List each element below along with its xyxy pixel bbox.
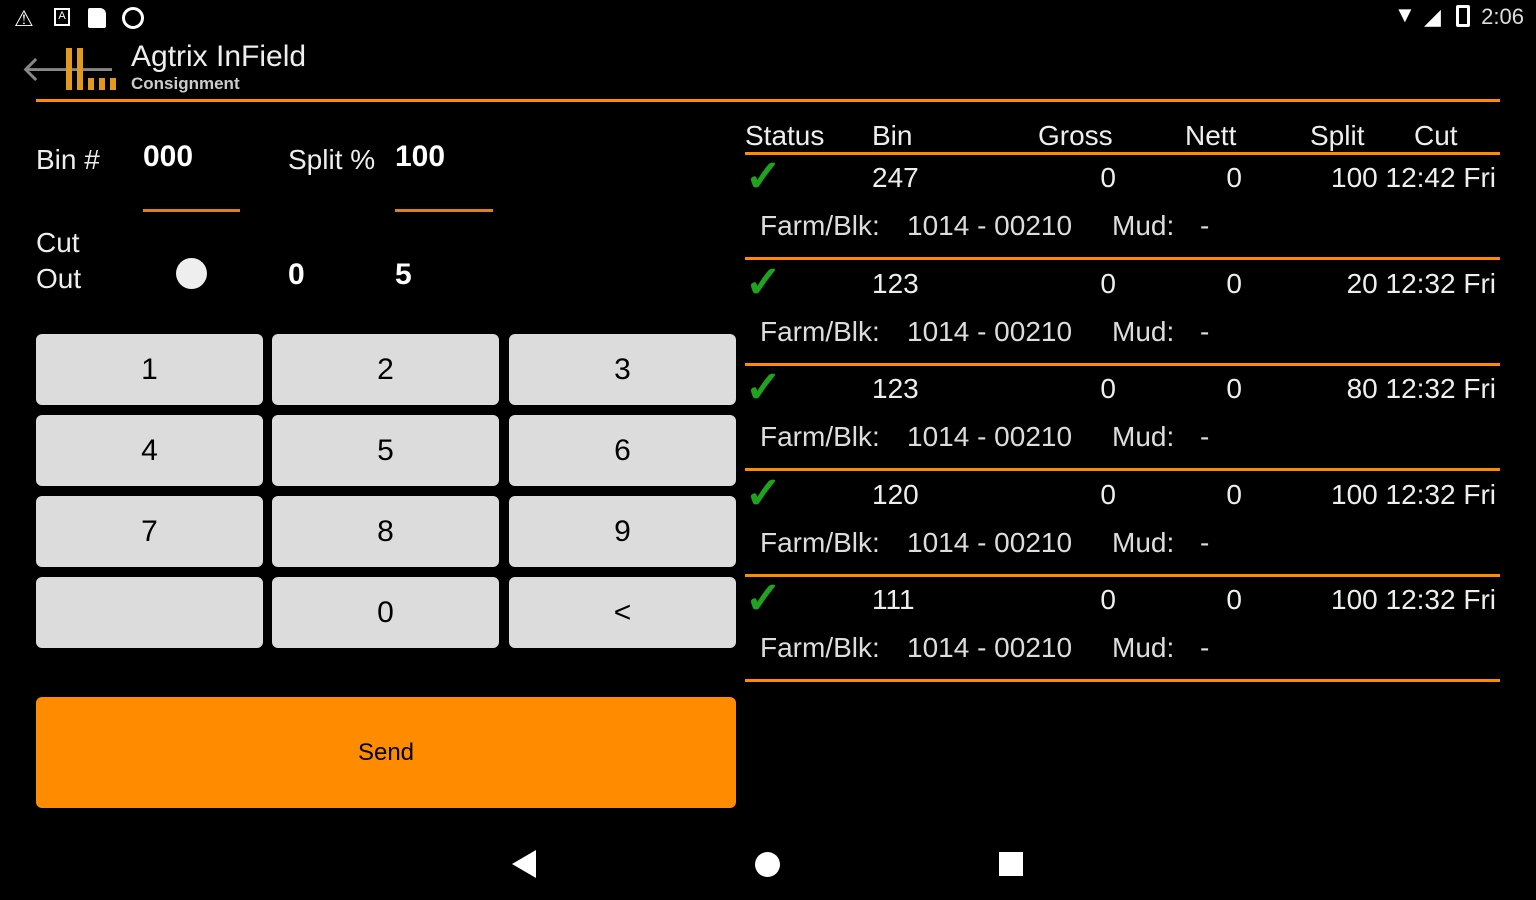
row-bin: 111: [872, 584, 915, 615]
row-bin: 247: [872, 162, 919, 193]
header-gross: Gross: [1038, 120, 1113, 151]
split-input[interactable]: 100: [395, 140, 493, 212]
row-gross: 0: [1100, 267, 1116, 299]
clock: 2:06: [1481, 4, 1524, 29]
mud-label: Mud:: [1112, 315, 1175, 347]
header-bin: Bin: [872, 120, 913, 151]
mud-label: Mud:: [1112, 526, 1175, 558]
header-status: Status: [745, 120, 825, 151]
row-bin: 120: [872, 478, 919, 510]
split-label: Split %: [288, 144, 376, 175]
key-8[interactable]: 8: [272, 496, 499, 567]
out-value: 5: [395, 258, 412, 291]
cut-label: Cut: [36, 227, 80, 258]
row-divider: [745, 679, 1500, 682]
row-split-cut: 100 12:32 Fri: [1331, 584, 1496, 615]
key-6[interactable]: 6: [509, 415, 736, 486]
row-divider: [745, 362, 1500, 366]
row-bin: 123: [872, 267, 919, 299]
battery-icon: [1456, 5, 1470, 27]
bin-value: 000: [143, 140, 194, 173]
row-farm-block: 1014 - 00210: [907, 526, 1073, 558]
nav-home-icon[interactable]: [755, 852, 780, 877]
checkmark-icon: ✓: [745, 574, 782, 623]
checkmark-icon: ✓: [745, 363, 782, 412]
row-split-cut: 80 12:32 Fri: [1346, 373, 1496, 404]
row-nett: 0: [1226, 162, 1242, 193]
key-4[interactable]: 4: [36, 415, 263, 486]
warning-icon: ⚠: [14, 6, 34, 31]
row-gross: 0: [1100, 584, 1116, 615]
farm-label: Farm/Blk:: [760, 526, 880, 558]
split-value: 100: [395, 140, 446, 173]
blank-key[interactable]: [36, 577, 263, 648]
farm-label: Farm/Blk:: [760, 315, 880, 347]
header-cut: Cut: [1414, 120, 1458, 151]
key-1[interactable]: 1: [36, 334, 263, 405]
row-gross: 0: [1100, 373, 1116, 404]
mud-label: Mud:: [1112, 421, 1175, 452]
key-9[interactable]: 9: [509, 496, 736, 567]
a-icon: A: [54, 8, 70, 26]
row-nett: 0: [1226, 584, 1242, 615]
bin-label: Bin #: [36, 144, 100, 175]
row-gross: 0: [1100, 162, 1116, 193]
row-farm-block: 1014 - 00210: [907, 210, 1073, 241]
screen-subtitle: Consignment: [131, 74, 240, 93]
app-title: Agtrix InField: [131, 40, 307, 73]
row-mud: -: [1200, 315, 1210, 347]
key-2[interactable]: 2: [272, 334, 499, 405]
row-mud: -: [1200, 632, 1210, 663]
row-farm-block: 1014 - 00210: [907, 315, 1073, 347]
checkmark-icon: ✓: [745, 468, 782, 518]
cut-out-toggle[interactable]: [176, 258, 207, 289]
send-button[interactable]: Send: [36, 697, 736, 808]
nav-back-icon[interactable]: [512, 850, 536, 878]
row-split-cut: 100 12:42 Fri: [1331, 162, 1496, 193]
row-divider: [745, 257, 1500, 260]
row-mud: -: [1200, 421, 1210, 452]
table-header-divider: [745, 152, 1500, 155]
farm-label: Farm/Blk:: [760, 632, 880, 663]
row-bin: 123: [872, 373, 919, 404]
key-3[interactable]: 3: [509, 334, 736, 405]
record-icon: [122, 7, 144, 29]
mud-label: Mud:: [1112, 210, 1175, 241]
row-split-cut: 100 12:32 Fri: [1331, 478, 1496, 510]
checkmark-icon: ✓: [745, 257, 782, 307]
row-mud: -: [1200, 210, 1210, 241]
row-divider: [745, 573, 1500, 577]
out-label: Out: [36, 263, 82, 294]
farm-label: Farm/Blk:: [760, 210, 880, 241]
bin-input[interactable]: 000: [143, 140, 240, 212]
row-farm-block: 1014 - 00210: [907, 421, 1073, 452]
cut-value: 0: [288, 258, 305, 291]
header-nett: Nett: [1185, 120, 1237, 151]
nav-recents-icon[interactable]: [999, 852, 1023, 876]
row-gross: 0: [1100, 478, 1116, 510]
key-5[interactable]: 5: [272, 415, 499, 486]
sd-card-icon: [88, 8, 106, 28]
row-nett: 0: [1226, 478, 1242, 510]
mud-label: Mud:: [1112, 632, 1175, 663]
header-split: Split: [1310, 120, 1365, 151]
row-nett: 0: [1226, 267, 1242, 299]
checkmark-icon: ✓: [745, 152, 782, 201]
key-0[interactable]: 0: [272, 577, 499, 648]
header-divider: [36, 99, 1500, 102]
row-farm-block: 1014 - 00210: [907, 632, 1073, 663]
farm-label: Farm/Blk:: [760, 421, 880, 452]
key-7[interactable]: 7: [36, 496, 263, 567]
backspace-key[interactable]: <: [509, 577, 736, 648]
wifi-icon: ▼: [1394, 2, 1416, 27]
row-split-cut: 20 12:32 Fri: [1346, 267, 1496, 299]
row-divider: [745, 468, 1500, 471]
row-mud: -: [1200, 526, 1210, 558]
signal-icon: ◢: [1424, 4, 1441, 29]
row-nett: 0: [1226, 373, 1242, 404]
